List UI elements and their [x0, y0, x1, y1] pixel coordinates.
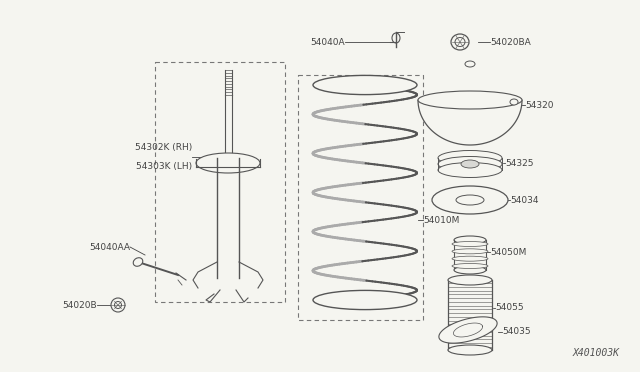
Ellipse shape: [313, 76, 417, 94]
Ellipse shape: [432, 186, 508, 214]
Ellipse shape: [115, 301, 122, 308]
Ellipse shape: [438, 157, 502, 171]
Bar: [155, 62, 285, 302]
Ellipse shape: [448, 275, 492, 285]
Text: 54034: 54034: [510, 196, 538, 205]
Text: 54010M: 54010M: [423, 215, 460, 224]
Ellipse shape: [451, 34, 469, 50]
Ellipse shape: [452, 249, 488, 254]
Text: 54020B: 54020B: [62, 301, 97, 310]
Text: 54040A: 54040A: [310, 38, 345, 46]
Ellipse shape: [392, 33, 400, 43]
Ellipse shape: [448, 345, 492, 355]
Text: 54325: 54325: [505, 158, 534, 167]
Text: X401003K: X401003K: [573, 348, 620, 358]
Ellipse shape: [452, 263, 488, 269]
Bar: [298, 75, 423, 320]
Text: 54055: 54055: [495, 304, 524, 312]
Ellipse shape: [133, 258, 143, 266]
Ellipse shape: [438, 151, 502, 166]
Ellipse shape: [452, 256, 488, 261]
Ellipse shape: [438, 163, 502, 177]
Text: 54020BA: 54020BA: [490, 38, 531, 46]
Ellipse shape: [454, 266, 486, 274]
Ellipse shape: [313, 291, 417, 310]
Ellipse shape: [418, 91, 522, 109]
Text: 54035: 54035: [502, 327, 531, 337]
Ellipse shape: [454, 236, 486, 244]
Ellipse shape: [452, 241, 488, 247]
Text: 54320: 54320: [525, 100, 554, 109]
Text: 54303K (LH): 54303K (LH): [136, 162, 192, 171]
Ellipse shape: [510, 99, 518, 105]
Ellipse shape: [111, 298, 125, 312]
Text: 54040AA: 54040AA: [89, 243, 130, 251]
Ellipse shape: [455, 38, 465, 46]
Ellipse shape: [465, 61, 475, 67]
Ellipse shape: [196, 153, 260, 173]
Text: 54302K (RH): 54302K (RH): [135, 143, 192, 152]
Polygon shape: [418, 100, 522, 145]
Ellipse shape: [456, 195, 484, 205]
Ellipse shape: [461, 160, 479, 168]
Text: 54050M: 54050M: [490, 247, 526, 257]
Polygon shape: [439, 317, 497, 343]
